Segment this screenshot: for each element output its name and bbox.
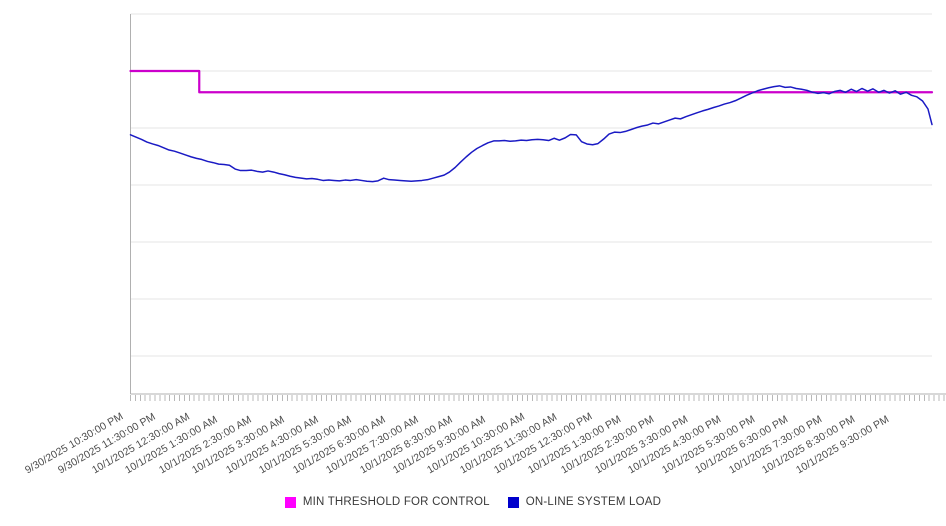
gridlines bbox=[130, 13, 932, 357]
legend-swatch-icon bbox=[284, 496, 296, 508]
legend-item-1[interactable]: ON-LINE SYSTEM LOAD bbox=[507, 496, 662, 508]
legend-swatch-icon bbox=[507, 496, 519, 508]
x-axis-ticks bbox=[130, 395, 945, 401]
axis-lines bbox=[130, 14, 946, 395]
legend-label: ON-LINE SYSTEM LOAD bbox=[525, 496, 662, 508]
chart-legend: MIN THRESHOLD FOR CONTROL ON-LINE SYSTEM … bbox=[0, 496, 946, 508]
legend-item-0[interactable]: MIN THRESHOLD FOR CONTROL bbox=[284, 496, 490, 508]
series-line-min-threshold-for-control bbox=[129, 69, 934, 94]
legend-label: MIN THRESHOLD FOR CONTROL bbox=[302, 496, 490, 508]
series-line-on-line-system-load bbox=[129, 85, 933, 183]
data-series bbox=[129, 69, 934, 183]
